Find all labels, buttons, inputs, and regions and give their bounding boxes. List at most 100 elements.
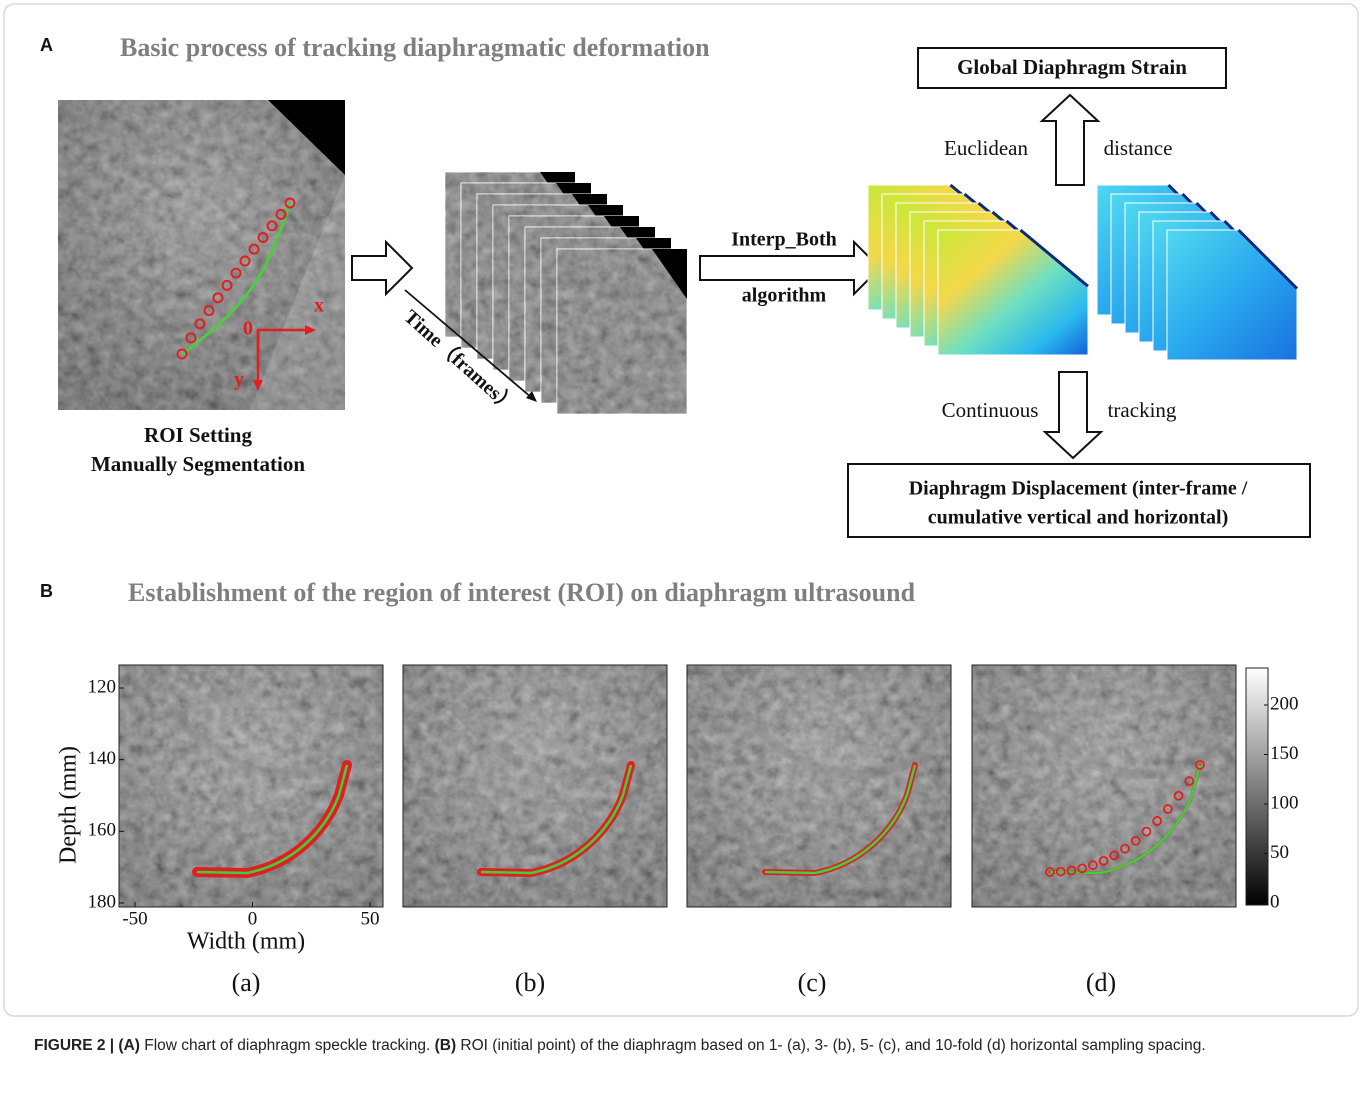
- caption-text: Flow chart of diaphragm speckle tracking…: [139, 1037, 435, 1054]
- flow-arrow: [1042, 371, 1104, 460]
- result-box: [917, 47, 1227, 89]
- colorbar-tick-label: 200: [1270, 693, 1299, 714]
- colorbar-tick-label: 150: [1270, 743, 1299, 764]
- algorithm-label: algorithm: [742, 285, 827, 307]
- panel-title: Establishment of the region of interest …: [128, 578, 916, 607]
- flow-arrow: [699, 239, 882, 297]
- roi-point: [248, 243, 260, 255]
- strain-edge: [1237, 228, 1299, 290]
- roi-curve: [764, 764, 917, 875]
- flow-arrow: [351, 239, 414, 297]
- x-tick-label: 50: [361, 908, 380, 929]
- panel-label: B: [40, 581, 53, 601]
- x-tick-label: 0: [248, 908, 258, 929]
- roi-curve: [196, 764, 349, 875]
- colorbar-tick-label: 0: [1270, 891, 1280, 912]
- roi-point: [212, 292, 224, 304]
- roi-point: [266, 220, 278, 232]
- roi-point: [1130, 835, 1141, 846]
- colorbar-tick-label: 100: [1270, 792, 1299, 813]
- roi-point: [1109, 850, 1120, 861]
- roi-point: [1045, 867, 1055, 877]
- panel-border: [118, 664, 384, 908]
- axis-origin-label: 0: [243, 318, 253, 340]
- strain-edge: [1019, 228, 1089, 288]
- roi-curve: [1049, 764, 1202, 875]
- y-tick-label: 160: [88, 820, 117, 841]
- frame-corner: [652, 249, 687, 299]
- caption-text: FIGURE 2 | (A): [34, 1037, 140, 1054]
- figure-caption: FIGURE 2 | (A) Flow chart of diaphragm s…: [34, 1034, 1284, 1058]
- roi-point: [1120, 843, 1130, 854]
- subpanel-label: (b): [515, 968, 545, 997]
- arrow-label: Euclidean: [944, 136, 1028, 160]
- result-box-text: Diaphragm Displacement (inter-frame /: [909, 478, 1248, 500]
- arrow-head: [305, 325, 316, 335]
- roi-point: [1055, 866, 1066, 877]
- roi-point: [230, 267, 242, 279]
- result-box-text: Global Diaphragm Strain: [957, 55, 1187, 79]
- result-box: [847, 463, 1311, 538]
- arrow-label: distance: [1104, 136, 1173, 160]
- arrow-label: tracking: [1108, 398, 1177, 422]
- ultrasound-texture: [972, 665, 1236, 907]
- y-tick-label: 120: [88, 676, 117, 697]
- algorithm-label: Interp_Both: [731, 229, 837, 251]
- time-axis: [404, 289, 533, 399]
- roi-point: [239, 255, 251, 267]
- subpanel-label: (c): [798, 968, 827, 997]
- roi-point: [1066, 865, 1077, 876]
- caption-text: (B): [434, 1037, 457, 1054]
- y-tick-label: 140: [88, 748, 117, 769]
- roi-curve: [480, 764, 633, 875]
- tissue-band: [165, 701, 373, 780]
- subpanel-label: (d): [1086, 968, 1116, 997]
- axis-x-label: x: [314, 295, 324, 317]
- ultrasound-texture: [58, 100, 345, 410]
- roi-point: [185, 332, 197, 344]
- roi-point: [221, 279, 233, 291]
- roi-point: [203, 305, 215, 317]
- x-tick-label: -50: [122, 908, 147, 929]
- roi-point: [1173, 790, 1184, 801]
- subpanel-label: (a): [232, 968, 261, 997]
- image-mask: [268, 100, 345, 175]
- roi-point: [1098, 855, 1109, 866]
- roi-caption: Manually Segmentation: [91, 452, 305, 476]
- tissue-band: [449, 701, 657, 780]
- panel-border: [402, 664, 668, 908]
- panel-label: A: [40, 35, 53, 55]
- panel-border: [686, 664, 952, 908]
- frame-texture: [557, 249, 687, 414]
- roi-point: [1162, 804, 1173, 814]
- roi-caption: ROI Setting: [144, 423, 252, 447]
- y-tick-label: 180: [88, 891, 117, 912]
- x-axis-label: Width (mm): [187, 929, 305, 955]
- y-axis-label: Depth (mm): [56, 746, 82, 864]
- panel-title: Basic process of tracking diaphragmatic …: [120, 33, 710, 62]
- arrow-head: [526, 391, 537, 402]
- roi-point: [1152, 816, 1163, 826]
- roi-point: [257, 231, 269, 243]
- roi-point: [1077, 863, 1088, 874]
- figure-frame: [3, 3, 1359, 1017]
- tissue-band: [1018, 701, 1226, 780]
- colorbar-tick-label: 50: [1270, 842, 1289, 863]
- result-box-text: cumulative vertical and horizontal): [928, 507, 1229, 529]
- roi-point: [1195, 760, 1205, 770]
- roi-point: [1087, 860, 1098, 871]
- colorbar: [1245, 667, 1269, 906]
- roi-point: [1184, 776, 1195, 786]
- arrow-head: [253, 380, 263, 391]
- roi-point: [1141, 826, 1152, 837]
- axis-y-label: y: [234, 369, 244, 391]
- flow-arrow: [1039, 93, 1101, 186]
- panel-border: [971, 664, 1237, 908]
- roi-point: [176, 348, 188, 360]
- arrow-label: Continuous: [942, 398, 1039, 422]
- caption-text: ROI (initial point) of the diaphragm bas…: [456, 1037, 1206, 1054]
- roi-point: [194, 318, 206, 330]
